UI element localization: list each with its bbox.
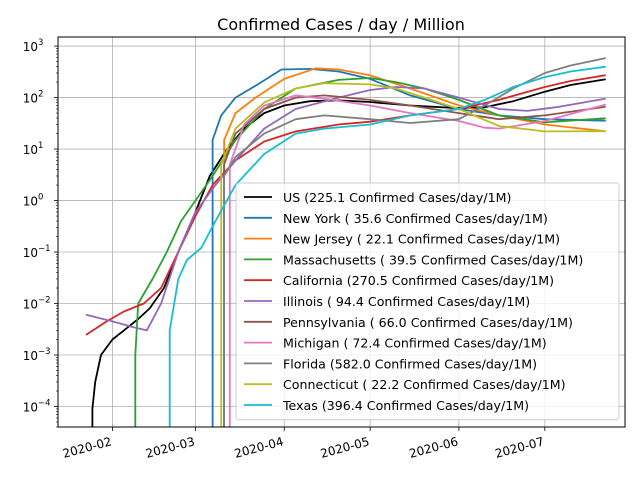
plot-frame [57, 36, 626, 428]
legend-label: US (225.1 Confirmed Cases/day/1M) [283, 190, 511, 205]
legend-label: New York ( 35.6 Confirmed Cases/day/1M) [283, 211, 548, 226]
y-tick-exponent: 2 [38, 90, 43, 100]
y-tick-label: 10 [23, 92, 38, 106]
y-tick-exponent: 3 [38, 38, 43, 48]
legend-label: California (270.5 Confirmed Cases/day/1M… [283, 273, 554, 288]
legend-label: Connecticut ( 22.2 Confirmed Cases/day/1… [283, 377, 566, 392]
series-line-7 [228, 94, 606, 427]
series-line-6 [223, 94, 606, 427]
chart-title: Confirmed Cases / day / Million [217, 15, 465, 34]
y-tick-exponent: 0 [38, 193, 43, 203]
y-tick-label: 10 [23, 298, 38, 312]
series-lines [85, 57, 606, 427]
legend-label: Illinois ( 94.4 Confirmed Cases/day/1M) [283, 294, 530, 309]
legend-label: New Jersey ( 22.1 Confirmed Cases/day/1M… [283, 232, 560, 247]
y-tick-label: 10 [23, 349, 38, 363]
series-line-8 [223, 57, 606, 427]
legend-label: Michigan ( 72.4 Confirmed Cases/day/1M) [283, 336, 547, 351]
y-tick-label: 10 [23, 246, 38, 260]
y-tick-label: 10 [23, 195, 38, 209]
y-tick-exponent: −4 [38, 399, 51, 409]
y-tick-exponent: −2 [38, 296, 51, 306]
legend: US (225.1 Confirmed Cases/day/1M) New Yor… [235, 182, 620, 421]
series-line-10 [168, 65, 606, 427]
series-line-9 [220, 82, 606, 427]
legend-box [235, 182, 620, 421]
legend-label: Massachusetts ( 39.5 Confirmed Cases/day… [283, 252, 583, 267]
legend-label: Texas (396.4 Confirmed Cases/day/1M) [282, 398, 529, 413]
y-tick-exponent: −1 [38, 244, 51, 254]
series-line-4 [85, 74, 606, 336]
y-tick-label: 10 [23, 40, 38, 54]
y-tick-label: 10 [23, 143, 38, 157]
legend-label: Florida (582.0 Confirmed Cases/day/1M) [283, 356, 537, 371]
y-tick-exponent: −3 [38, 347, 51, 357]
y-tick-label: 10 [23, 401, 38, 415]
y-tick-exponent: 1 [38, 141, 43, 151]
legend-label: Pennsylvania ( 66.0 Confirmed Cases/day/… [283, 315, 573, 330]
series-line-5 [85, 86, 606, 332]
